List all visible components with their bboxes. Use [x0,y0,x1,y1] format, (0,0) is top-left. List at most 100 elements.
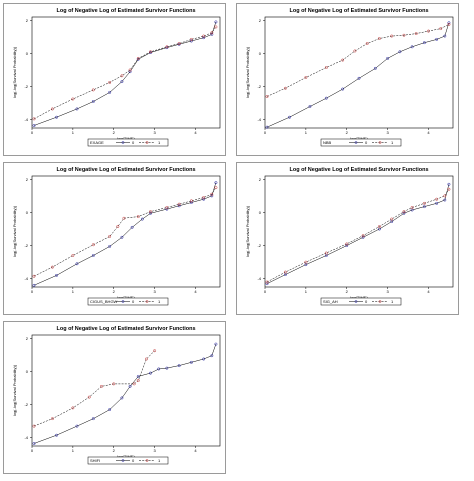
x-tick-label: 2 [113,130,116,135]
y-tick-label: -2 [24,84,28,89]
data-point [265,280,269,284]
data-point [214,186,218,190]
data-point [71,406,75,410]
data-point [214,181,218,185]
legend-entry-0: 0 [132,299,135,304]
y-tick-label: 0 [259,51,262,56]
data-point [214,20,218,24]
data-point [447,21,451,25]
data-point [177,364,181,368]
data-point [210,354,214,358]
data-point [32,274,36,278]
x-tick-label: 2 [113,448,116,453]
x-tick-label: 1 [305,289,308,294]
legend-entry-1: 1 [158,458,161,463]
series-line-0 [33,182,217,286]
y-axis-label: log(-log(Survival Probability)) [245,46,250,98]
data-point [189,201,193,204]
data-point [91,88,95,92]
data-point [210,192,214,196]
data-point [120,74,124,78]
y-tick-label: -4 [24,435,28,440]
plot-area-frame [31,16,221,129]
x-tick-label: 3 [153,448,156,453]
data-point [439,27,443,31]
x-axis-label: log(TIME) [117,454,135,459]
y-tick-label: -4 [24,276,28,281]
data-point [427,29,430,33]
x-tick-label: 1 [72,289,75,294]
data-point [75,262,79,266]
data-point [149,211,152,215]
data-point [308,105,312,108]
data-point [128,70,132,74]
legend-entry-1: 1 [158,140,161,145]
data-point [75,424,79,428]
plot-area-frame [264,16,454,129]
legend: SHIFI 0 1 [87,456,169,465]
legend: SIG_AH 0 1 [320,297,402,306]
data-point [265,282,269,286]
data-point [136,215,140,219]
chart-svg: Log of Negative Log of Estimated Survivo… [245,167,454,306]
legend: CIGUS_BHGW 0 1 [87,297,169,306]
y-tick-label: 0 [259,210,262,215]
data-point [422,201,426,205]
data-point [75,107,79,111]
y-tick-label: 2 [259,18,262,23]
data-point [435,37,439,41]
y-tick-label: 2 [259,177,262,182]
data-point [386,56,390,60]
data-point [149,50,152,54]
data-point [353,49,357,53]
data-point [324,66,328,69]
legend-marker-1 [378,141,382,144]
data-point [112,382,116,386]
data-point [50,417,54,421]
x-tick-label: 4 [194,289,197,294]
data-point [447,23,451,26]
data-point [443,34,447,38]
data-point [345,244,349,248]
x-tick-label: 0 [31,130,34,135]
y-tick-label: -2 [24,243,28,248]
series-line-0 [266,22,450,128]
data-point [177,42,181,46]
series-line-1 [33,187,217,277]
data-point [130,225,134,229]
data-point [422,41,426,45]
data-point [410,45,414,49]
data-point [202,357,206,361]
data-point [153,349,157,353]
x-tick-label: 2 [346,130,349,135]
data-point [108,90,112,94]
data-point [345,242,349,246]
legend: EXAGE 0 1 [87,138,169,147]
y-tick-label: -2 [257,84,261,89]
data-point [202,196,206,199]
data-point [304,260,308,264]
data-point [149,371,152,375]
x-tick-label: 3 [386,130,389,135]
data-point [189,199,193,203]
y-axis-label: log(-log(Survival Probability)) [12,364,17,416]
x-tick-label: 4 [194,448,197,453]
data-point [402,33,406,37]
data-point [32,442,36,445]
data-point [122,216,126,220]
data-point [100,384,103,388]
data-point [177,204,181,208]
data-point [132,382,136,386]
data-point [55,273,58,277]
y-tick-label: 2 [26,336,29,341]
data-point [265,95,269,98]
data-point [157,367,161,371]
legend-variable: EXAGE [90,140,104,145]
chart-svg: Log of Negative Log of Estimated Survivo… [245,8,454,147]
data-point [214,25,218,29]
legend-variable: SHIFI [90,458,100,463]
y-axis-label: log(-log(Survival Probability)) [245,205,250,257]
data-point [149,210,152,214]
y-axis-label: log(-log(Survival Probability)) [12,205,17,257]
data-point [341,58,345,62]
